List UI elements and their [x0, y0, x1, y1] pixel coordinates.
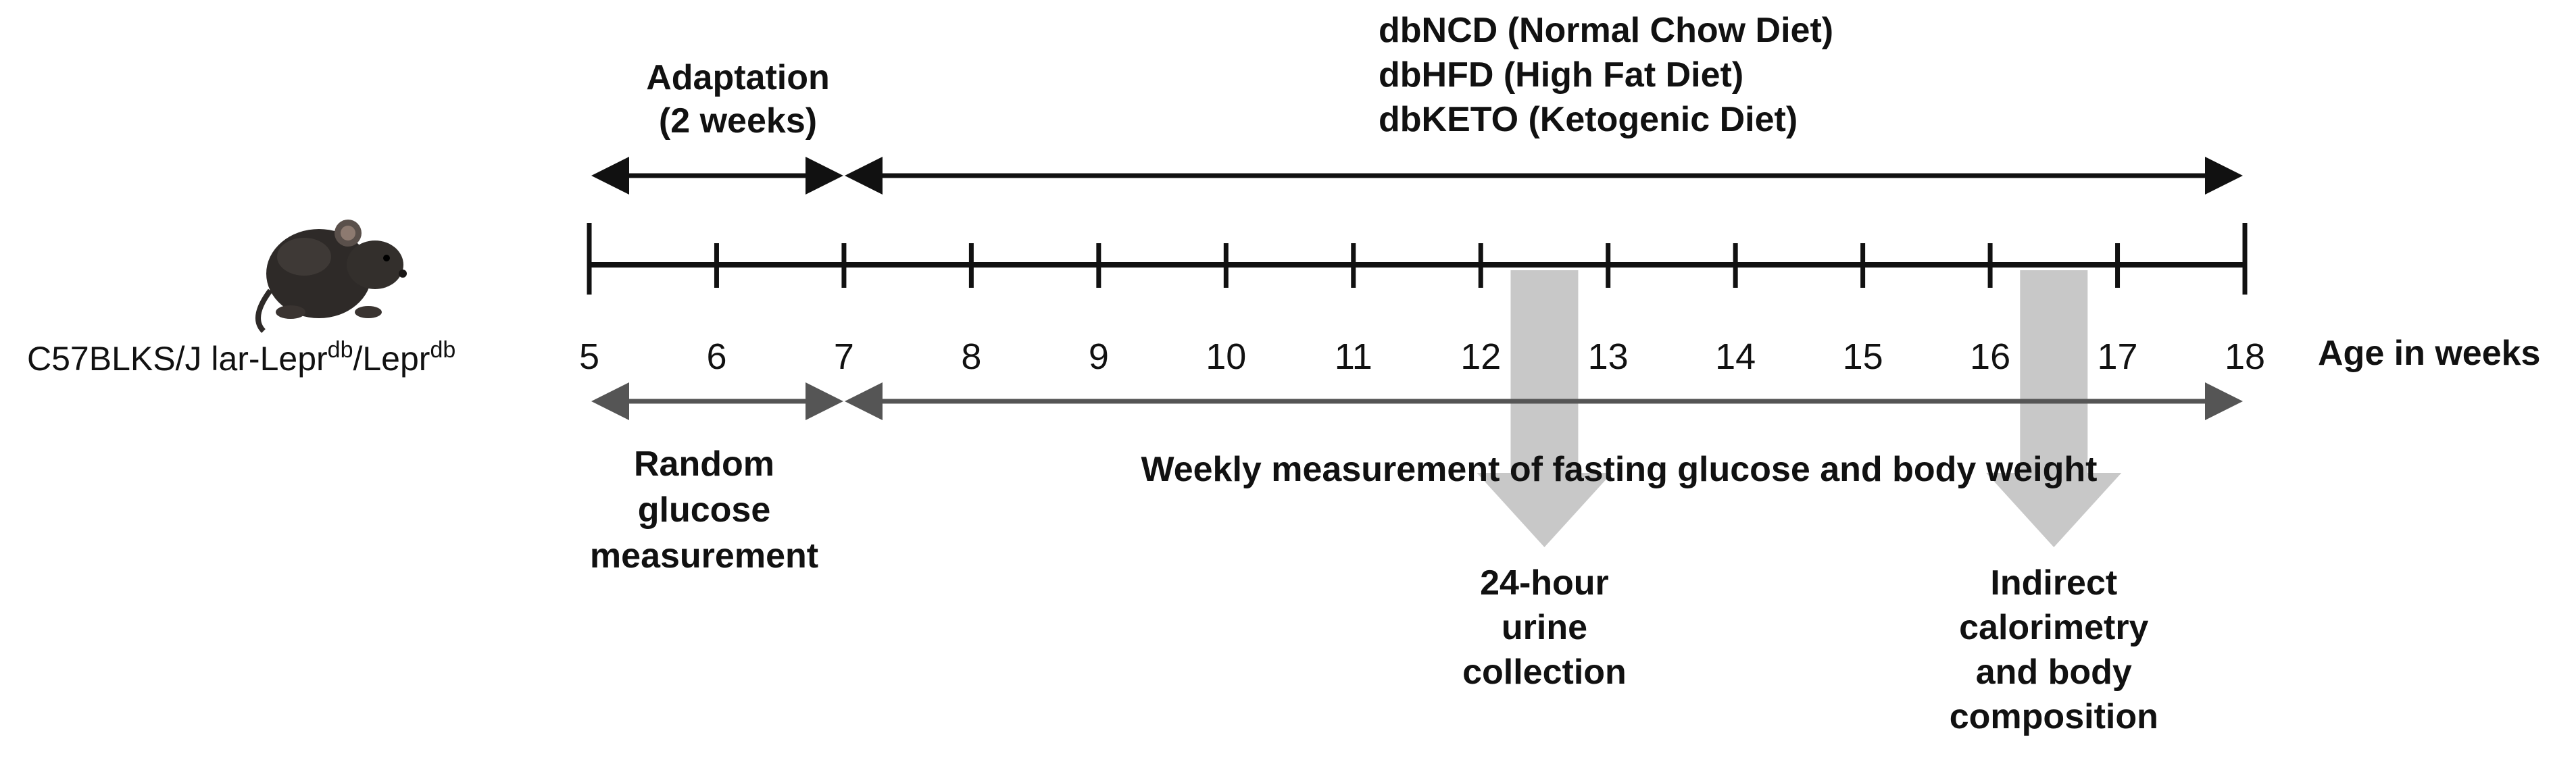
tick-label-week-13: 13 [1588, 336, 1629, 377]
tick-label-week-9: 9 [1089, 336, 1109, 377]
weekly-measurement-label: Weekly measurement of fasting glucose an… [1141, 450, 2098, 489]
diet-label-hfd: dbHFD (High Fat Diet) [1379, 55, 1743, 95]
event-1-line-3: collection [1462, 653, 1627, 692]
event-1-line-2: urine [1502, 608, 1587, 647]
tick-label-week-5: 5 [579, 336, 599, 377]
random-glucose-line-2: glucose [638, 490, 771, 530]
tick-label-week-16: 16 [1970, 336, 2010, 377]
event-arrow-2 [1986, 270, 2122, 547]
tick-label-week-17: 17 [2097, 336, 2137, 377]
tick-label-week-15: 15 [1843, 336, 1883, 377]
event-2-line-4: composition [1950, 697, 2158, 736]
event-2-line-2: calorimetry [1959, 608, 2148, 647]
axis-label: Age in weeks [2318, 334, 2540, 373]
event-arrow-1 [1477, 270, 1612, 547]
strain-label: C57BLKS/J lar-Leprdb/Leprdb [27, 337, 455, 378]
tick-label-week-8: 8 [961, 336, 981, 377]
tick-label-week-11: 11 [1335, 336, 1372, 377]
event-1-line-1: 24-hour [1480, 563, 1609, 603]
diet-label-ncd: dbNCD (Normal Chow Diet) [1379, 11, 1833, 50]
tick-label-week-12: 12 [1460, 336, 1501, 377]
mouse-icon [255, 220, 407, 333]
tick-label-week-7: 7 [834, 336, 854, 377]
random-glucose-line-3: measurement [590, 536, 818, 576]
event-2-line-1: Indirect [1990, 563, 2117, 603]
tick-label-week-6: 6 [706, 336, 726, 377]
tick-label-week-14: 14 [1715, 336, 1756, 377]
adaptation-title: Adaptation [646, 58, 830, 97]
tick-label-week-10: 10 [1206, 336, 1246, 377]
tick-label-week-18: 18 [2225, 336, 2265, 377]
random-glucose-line-1: Random [634, 445, 774, 484]
diet-label-keto: dbKETO (Ketogenic Diet) [1379, 100, 1798, 139]
event-2-line-3: and body [1976, 653, 2132, 692]
adaptation-duration: (2 weeks) [659, 101, 817, 141]
